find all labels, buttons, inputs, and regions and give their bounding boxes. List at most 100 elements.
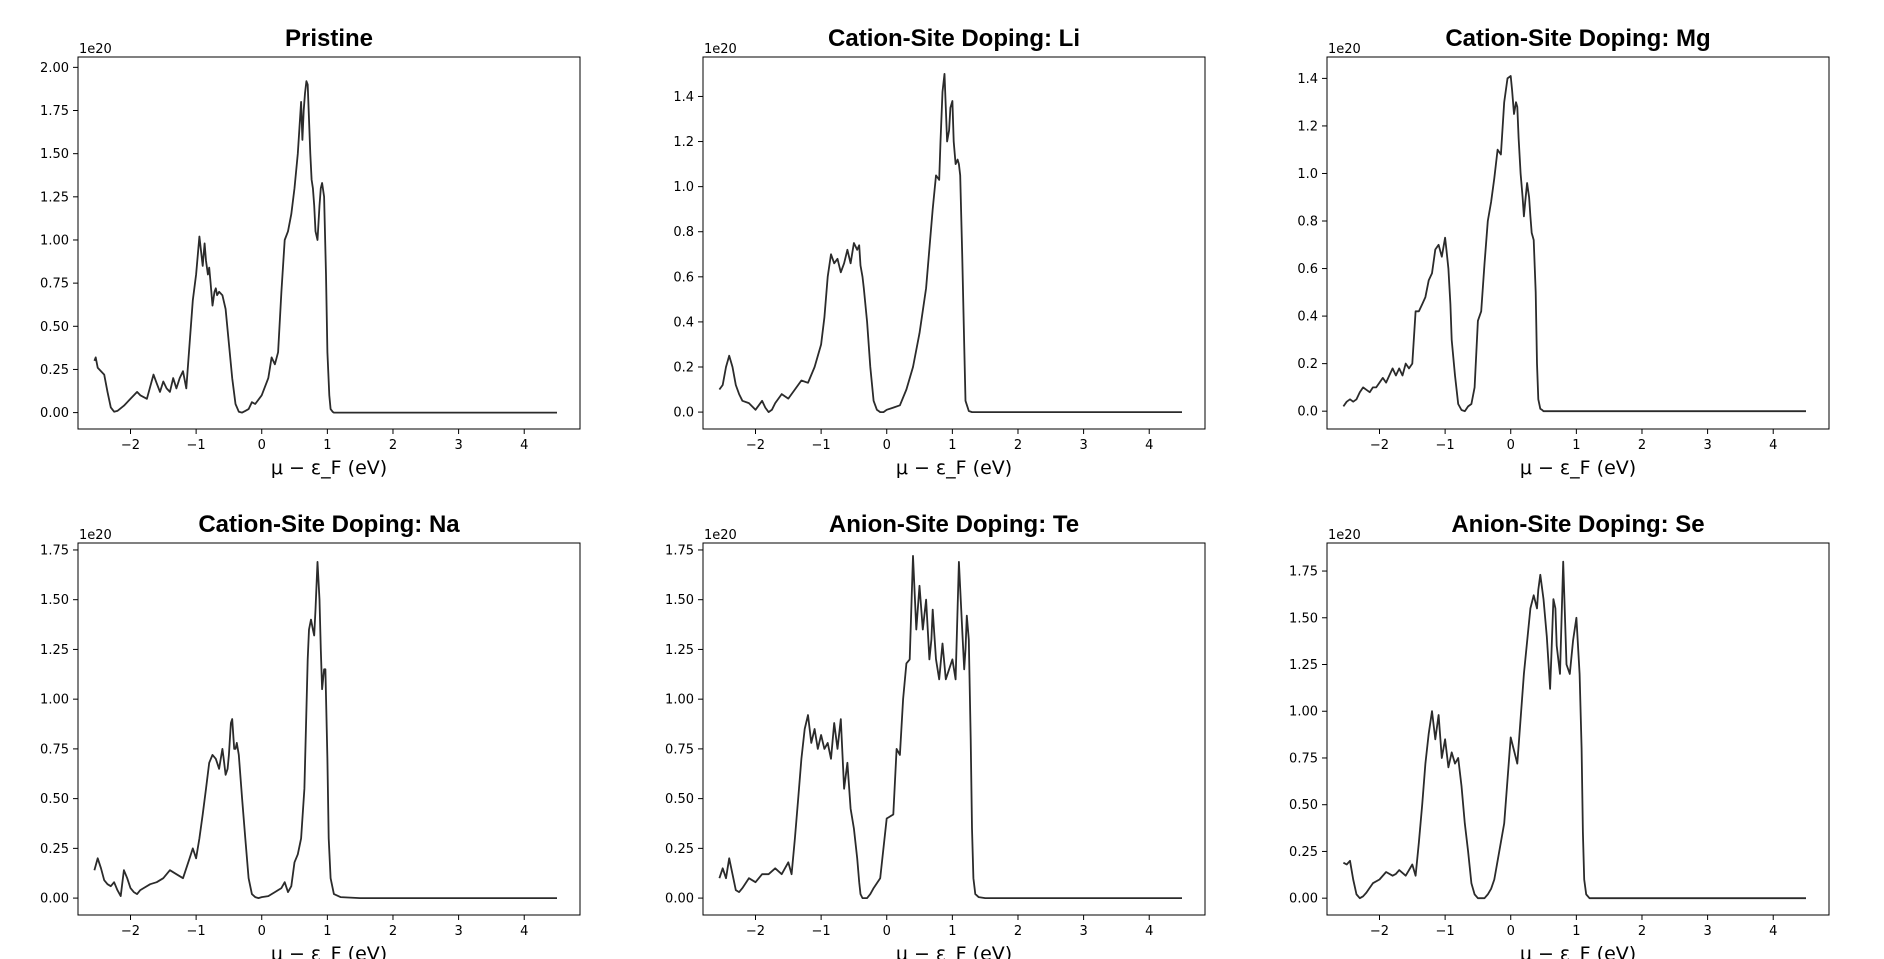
- y-tick-label: 0.2: [1297, 357, 1318, 372]
- x-tick-label: 2: [1014, 438, 1022, 453]
- y-tick-label: 0.00: [40, 892, 69, 907]
- x-tick-label: 0: [883, 924, 891, 939]
- x-tick-label: −2: [1370, 438, 1389, 453]
- x-tick-label: 0: [258, 438, 266, 453]
- x-tick-label: 0: [1507, 438, 1515, 453]
- x-tick-label: −1: [812, 924, 831, 939]
- x-tick-label: 0: [1507, 924, 1515, 939]
- y-tick-label: 0.75: [1289, 751, 1318, 766]
- x-tick-label: −1: [1436, 438, 1455, 453]
- x-tick-label: 2: [1638, 438, 1646, 453]
- y-tick-label: 0.0: [1297, 405, 1318, 420]
- x-tick-label: 3: [1079, 438, 1087, 453]
- y-tick-label: 1.0: [1297, 167, 1318, 182]
- x-tick-label: 3: [454, 438, 462, 453]
- chart-panel-2: Cation-Site Doping: Li −2 −1 0 1 2 3 4 0.0 0.2 0.4…: [673, 25, 1206, 479]
- y-tick-label: 1.25: [1289, 658, 1318, 673]
- y-tick-label: 0.25: [665, 842, 694, 857]
- y-tick-label: 0.6: [673, 270, 694, 285]
- x-tick-label: 4: [520, 924, 528, 939]
- y-tick-label: 1.75: [1289, 565, 1318, 580]
- y-tick-label: 1.50: [665, 593, 694, 608]
- x-axis-label: μ − ε_F (eV): [1520, 457, 1636, 479]
- y-tick-label: 0.0: [673, 406, 694, 421]
- x-tick-label: −1: [1436, 924, 1455, 939]
- dos-curve: [1342, 75, 1806, 413]
- y-tick-label: 1.75: [40, 104, 69, 119]
- plot-frame: [702, 542, 1206, 916]
- y-tick-label: 0.75: [665, 742, 694, 757]
- x-tick-label: 3: [454, 924, 462, 939]
- x-tick-label: 3: [1079, 924, 1087, 939]
- y-tick-label: 1.75: [40, 543, 69, 558]
- y-tick-label: 1.00: [40, 693, 69, 708]
- y-tick-label: 1.4: [673, 90, 694, 105]
- x-tick-label: 4: [520, 438, 528, 453]
- y-tick-label: 0.4: [1297, 310, 1318, 325]
- x-tick-label: −1: [187, 438, 206, 453]
- y-tick-label: 1.50: [1289, 611, 1318, 626]
- x-tick-label: −2: [121, 438, 140, 453]
- y-tick-label: 1.00: [665, 693, 694, 708]
- plot-frame: [702, 56, 1206, 430]
- x-tick-label: 3: [1703, 924, 1711, 939]
- chart-panel-3: Cation-Site Doping: Mg −2 −1 0 1 2 3 4 0.0 0.2 0.4…: [1297, 25, 1830, 479]
- x-tick-label: 1: [1572, 438, 1580, 453]
- x-axis-label: μ − ε_F (eV): [896, 943, 1012, 959]
- plot-frame: [1326, 542, 1830, 916]
- x-tick-label: 4: [1769, 438, 1777, 453]
- y-tick-label: 0.50: [40, 792, 69, 807]
- dos-curve: [718, 73, 1182, 414]
- x-tick-label: 1: [323, 924, 331, 939]
- y-offset-label: 1e20: [704, 42, 737, 57]
- x-tick-label: 2: [389, 924, 397, 939]
- y-tick-label: 0.25: [1289, 845, 1318, 860]
- y-offset-label: 1e20: [79, 528, 112, 543]
- chart-title: Cation-Site Doping: Li: [828, 25, 1080, 52]
- y-tick-label: 0.6: [1297, 262, 1318, 277]
- x-tick-label: 4: [1145, 924, 1153, 939]
- x-tick-label: 2: [389, 438, 397, 453]
- x-tick-label: 1: [948, 924, 956, 939]
- y-tick-label: 0.00: [665, 892, 694, 907]
- y-tick-label: 1.0: [673, 180, 694, 195]
- y-tick-label: 1.50: [40, 593, 69, 608]
- x-tick-label: −1: [812, 438, 831, 453]
- y-tick-label: 0.8: [1297, 215, 1318, 230]
- y-offset-label: 1e20: [1328, 528, 1361, 543]
- y-tick-label: 0.25: [40, 363, 69, 378]
- y-tick-label: 1.50: [40, 147, 69, 162]
- y-tick-label: 1.00: [1289, 705, 1318, 720]
- x-axis-label: μ − ε_F (eV): [271, 457, 387, 479]
- chart-title: Anion-Site Doping: Se: [1451, 511, 1704, 538]
- y-tick-label: 1.25: [40, 643, 69, 658]
- x-axis-label: μ − ε_F (eV): [1520, 943, 1636, 959]
- y-tick-label: 0.00: [40, 406, 69, 421]
- x-tick-label: 3: [1703, 438, 1711, 453]
- x-tick-label: 2: [1014, 924, 1022, 939]
- y-tick-label: 0.8: [673, 225, 694, 240]
- y-tick-label: 0.75: [40, 742, 69, 757]
- chart-panel-4: Cation-Site Doping: Na −2 −1 0 1 2 3 4 0.00 0.25 0…: [40, 511, 581, 959]
- x-tick-label: 0: [883, 438, 891, 453]
- x-tick-label: 4: [1145, 438, 1153, 453]
- y-tick-label: 1.00: [40, 233, 69, 248]
- chart-title: Pristine: [285, 25, 373, 52]
- plot-frame: [1326, 56, 1830, 430]
- x-tick-label: −2: [746, 438, 765, 453]
- dos-curve: [93, 561, 557, 899]
- chart-panel-1: Pristine −2 −1 0 1 2 3 4 0.00 0.25 0.50 0.75 1.00 1.2…: [40, 25, 581, 479]
- x-axis-label: μ − ε_F (eV): [271, 943, 387, 959]
- x-tick-label: −2: [746, 924, 765, 939]
- x-tick-label: 1: [323, 438, 331, 453]
- x-tick-label: −1: [187, 924, 206, 939]
- chart-title: Cation-Site Doping: Mg: [1445, 25, 1710, 52]
- y-tick-label: 1.75: [665, 543, 694, 558]
- y-tick-label: 1.25: [40, 190, 69, 205]
- y-tick-label: 2.00: [40, 61, 69, 76]
- chart-title: Anion-Site Doping: Te: [829, 511, 1079, 538]
- y-offset-label: 1e20: [79, 42, 112, 57]
- y-tick-label: 0.25: [40, 842, 69, 857]
- y-tick-label: 0.50: [1289, 798, 1318, 813]
